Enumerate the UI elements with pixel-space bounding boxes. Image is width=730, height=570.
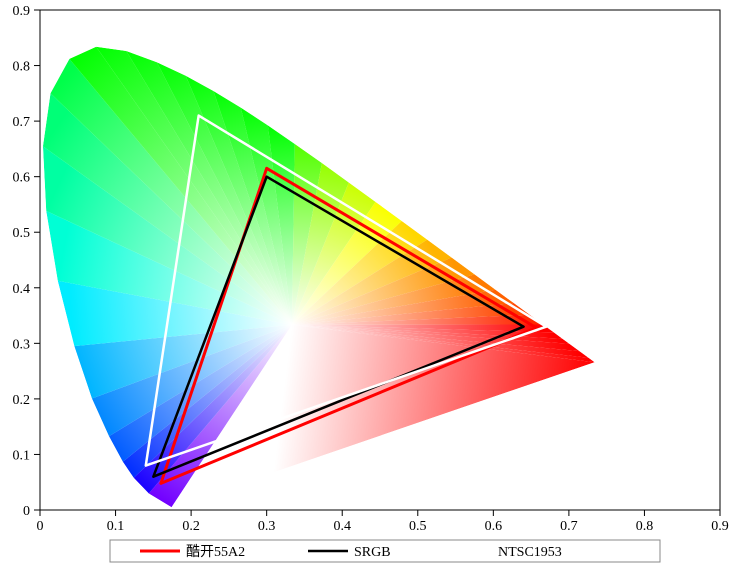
x-tick-label: 0.1 <box>107 519 125 534</box>
legend-label: 酷开55A2 <box>186 544 245 560</box>
y-tick-label: 0.9 <box>13 4 31 19</box>
y-tick-label: 0.6 <box>13 171 31 186</box>
chromaticity-chart: 0 0.1 0.2 0.3 0.4 0.5 0.6 0.7 0.8 0.9 0 0.1 0.2 0.3 0.… <box>0 0 730 570</box>
x-tick-label: 0 <box>37 519 44 534</box>
legend-label: NTSC1953 <box>498 545 562 560</box>
x-tick-label: 0.4 <box>333 519 351 534</box>
y-tick-label: 0.2 <box>13 393 31 408</box>
x-tick-label: 0.2 <box>182 519 200 534</box>
y-tick-label: 0.3 <box>13 337 31 352</box>
x-tick-label: 0.9 <box>711 519 729 534</box>
y-tick-label: 0.4 <box>13 282 31 297</box>
x-tick-label: 0.8 <box>636 519 654 534</box>
chromaticity-fill <box>43 47 595 507</box>
y-tick-label: 0.7 <box>13 115 31 130</box>
x-tick-label: 0.3 <box>258 519 276 534</box>
chart-svg: 0 0.1 0.2 0.3 0.4 0.5 0.6 0.7 0.8 0.9 0 0.1 0.2 0.3 0.… <box>0 0 730 570</box>
legend-label: SRGB <box>354 545 391 560</box>
x-tick-label: 0.7 <box>560 519 578 534</box>
y-tick-label: 0.8 <box>13 60 31 75</box>
y-tick-label: 0.1 <box>13 448 31 463</box>
x-tick-label: 0.6 <box>485 519 503 534</box>
y-tick-label: 0 <box>23 504 30 519</box>
y-tick-label: 0.5 <box>13 226 31 241</box>
x-tick-label: 0.5 <box>409 519 427 534</box>
